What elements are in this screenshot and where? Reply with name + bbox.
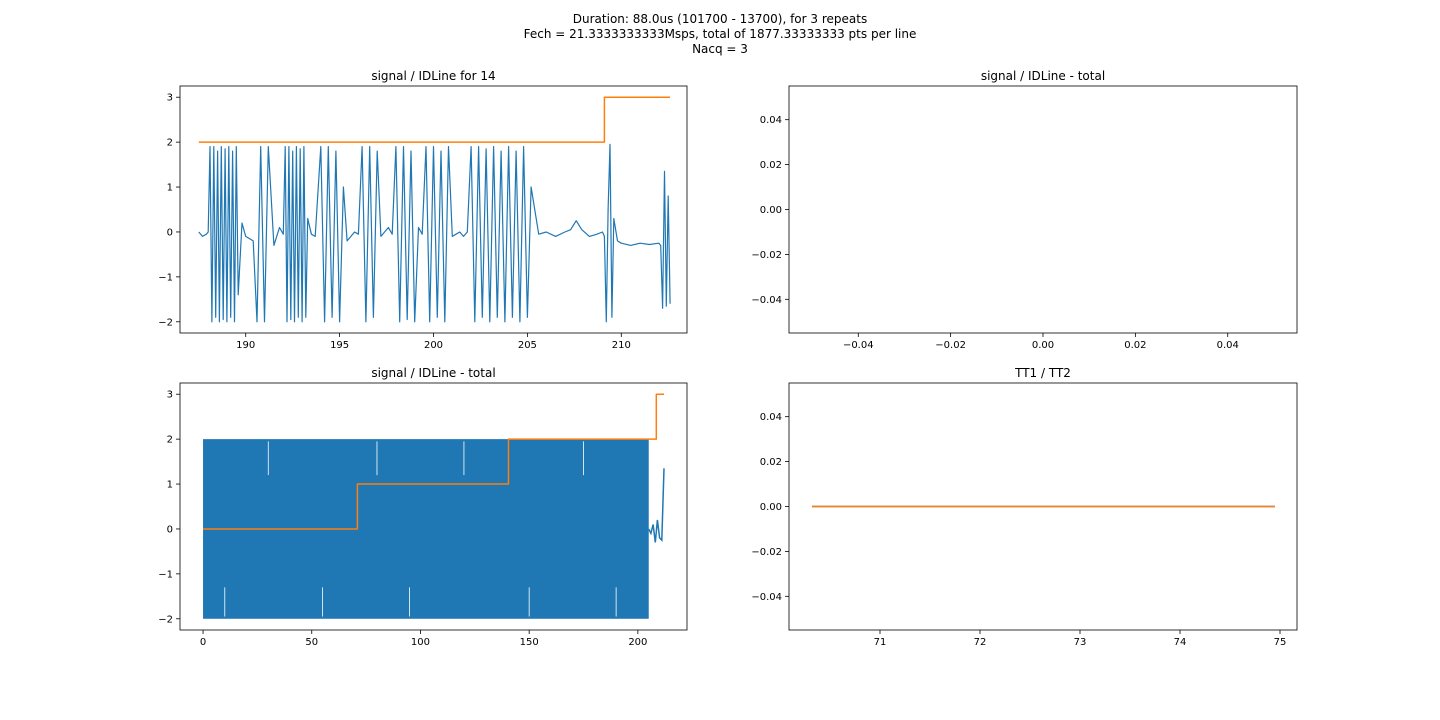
x-tick-label: 190 <box>236 340 255 351</box>
chart-title: signal / IDLine - total <box>371 366 495 380</box>
series-signal-line <box>198 143 671 323</box>
axes-frame <box>179 382 688 631</box>
series-signal-tail <box>648 468 665 543</box>
chart-ax4: 71 72 73 74 75 −0.04 −0.02 0.00 0.02 0.04 TT1 / TT… <box>751 366 1298 648</box>
x-tick-label: 0 <box>200 637 206 648</box>
y-tick-label: 1 <box>167 183 173 194</box>
x-tick-label: 75 <box>1274 637 1287 648</box>
y-tick-label: 0.04 <box>760 115 782 126</box>
x-tick-label: 50 <box>305 637 318 648</box>
plot-area <box>198 96 671 323</box>
x-tick-label: −0.02 <box>935 340 966 351</box>
x-tick-label: 73 <box>1074 637 1087 648</box>
x-tick-label: 205 <box>518 340 537 351</box>
chart-title: signal / IDLine - total <box>981 69 1105 83</box>
x-tick-label: 71 <box>874 637 887 648</box>
x-tick-label: 150 <box>520 637 539 648</box>
x-tick-label: 0.04 <box>1217 340 1239 351</box>
x-tick-label: 195 <box>330 340 349 351</box>
x-tick-label: 200 <box>628 637 647 648</box>
x-tick-label: 200 <box>424 340 443 351</box>
y-tick-label: 0 <box>167 227 173 238</box>
x-tick-label: 100 <box>411 637 430 648</box>
axes-frame <box>788 85 1298 334</box>
y-tick-label: −1 <box>158 272 173 283</box>
y-tick-label: −0.04 <box>751 295 782 306</box>
x-tick-label: 74 <box>1174 637 1187 648</box>
x-tick-label: 0.00 <box>1032 340 1054 351</box>
x-tick-label: 72 <box>974 637 987 648</box>
x-tick-label: −0.04 <box>843 340 874 351</box>
y-tick-label: 0.00 <box>760 502 782 513</box>
y-tick-label: 0.00 <box>760 205 782 216</box>
suptitle-line-1: Duration: 88.0us (101700 - 13700), for 3… <box>572 12 868 26</box>
y-tick-label: −2 <box>158 614 173 625</box>
y-tick-label: 0 <box>167 524 173 535</box>
y-tick-label: 3 <box>167 93 173 104</box>
y-tick-label: 1 <box>167 480 173 491</box>
chart-title: TT1 / TT2 <box>1014 366 1071 380</box>
chart-ax2: −0.04 −0.02 0.00 0.02 0.04 −0.04 −0.02 0.00 0.02… <box>751 69 1298 351</box>
chart-title: signal / IDLine for 14 <box>371 69 495 83</box>
x-tick-label: 0.02 <box>1124 340 1146 351</box>
y-tick-label: −0.02 <box>751 547 782 558</box>
x-tick-label: 210 <box>612 340 631 351</box>
chart-ax1: 190 195 200 205 210 −2 −1 0 1 2 3 signal / IDLine f… <box>158 69 688 351</box>
figure-suptitle: Duration: 88.0us (101700 - 13700), for 3… <box>0 12 1440 57</box>
series-idline-line <box>198 96 671 143</box>
suptitle-line-2: Fech = 21.3333333333Msps, total of 1877.… <box>523 27 917 41</box>
suptitle-line-3: Nacq = 3 <box>692 42 748 56</box>
y-tick-label: 2 <box>167 435 173 446</box>
y-tick-label: 0.04 <box>760 412 782 423</box>
y-tick-label: 2 <box>167 138 173 149</box>
y-tick-label: −1 <box>158 569 173 580</box>
chart-ax3: 0 50 100 150 200 −2 −1 0 1 2 3 signal / IDLine - to… <box>158 366 688 648</box>
y-tick-label: −2 <box>158 317 173 328</box>
y-tick-label: 3 <box>167 390 173 401</box>
series-idline-line <box>203 393 664 530</box>
y-tick-label: 0.02 <box>760 457 782 468</box>
y-tick-label: 0.02 <box>760 160 782 171</box>
plot-area <box>203 393 665 619</box>
y-tick-label: −0.02 <box>751 250 782 261</box>
y-tick-label: −0.04 <box>751 592 782 603</box>
